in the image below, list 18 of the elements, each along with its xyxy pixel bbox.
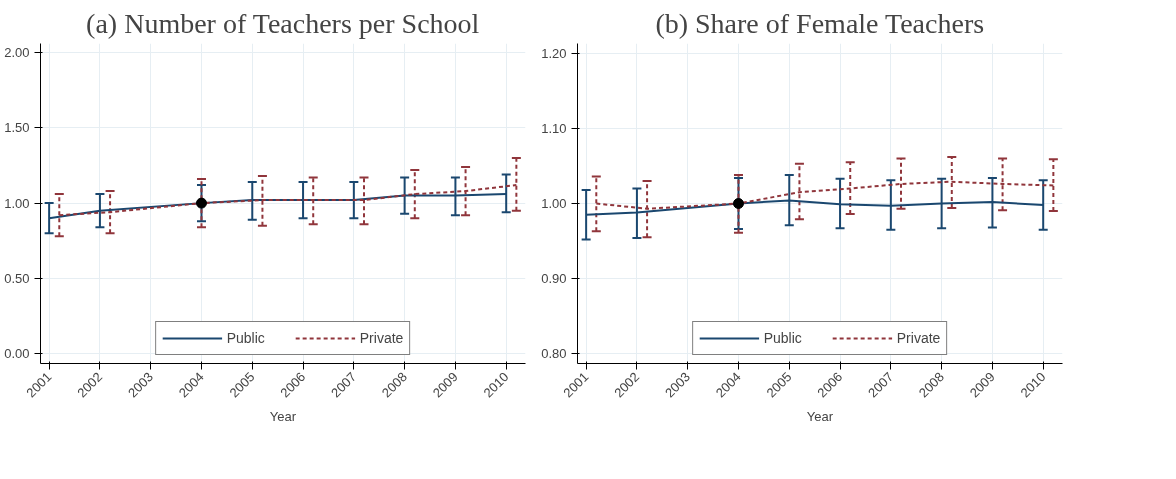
y-tick-label: 1.00	[541, 196, 567, 211]
x-axis-title: Year	[269, 409, 297, 425]
chart-title: (a) Number of Teachers per School	[86, 7, 480, 39]
y-tick-label: 0.90	[541, 271, 567, 287]
y-tick-label: 1.00	[4, 195, 30, 211]
legend-label: Private	[359, 330, 404, 346]
legend-label: Public	[763, 330, 802, 346]
y-tick-label: 0.50	[4, 270, 30, 286]
chart-title: (b) Share of Female Teachers	[655, 7, 985, 39]
x-axis-title: Year	[806, 409, 834, 425]
y-tick-label: 1.20	[541, 45, 567, 61]
y-tick-label: 0.80	[541, 346, 567, 362]
y-tick-label: 0.00	[4, 346, 30, 362]
y-tick-label: 1.10	[541, 120, 567, 136]
legend-label: Private	[896, 330, 941, 346]
y-tick-label: 1.50	[4, 120, 30, 136]
y-tick-label: 2.00	[4, 45, 30, 61]
legend-label: Public	[226, 330, 265, 346]
